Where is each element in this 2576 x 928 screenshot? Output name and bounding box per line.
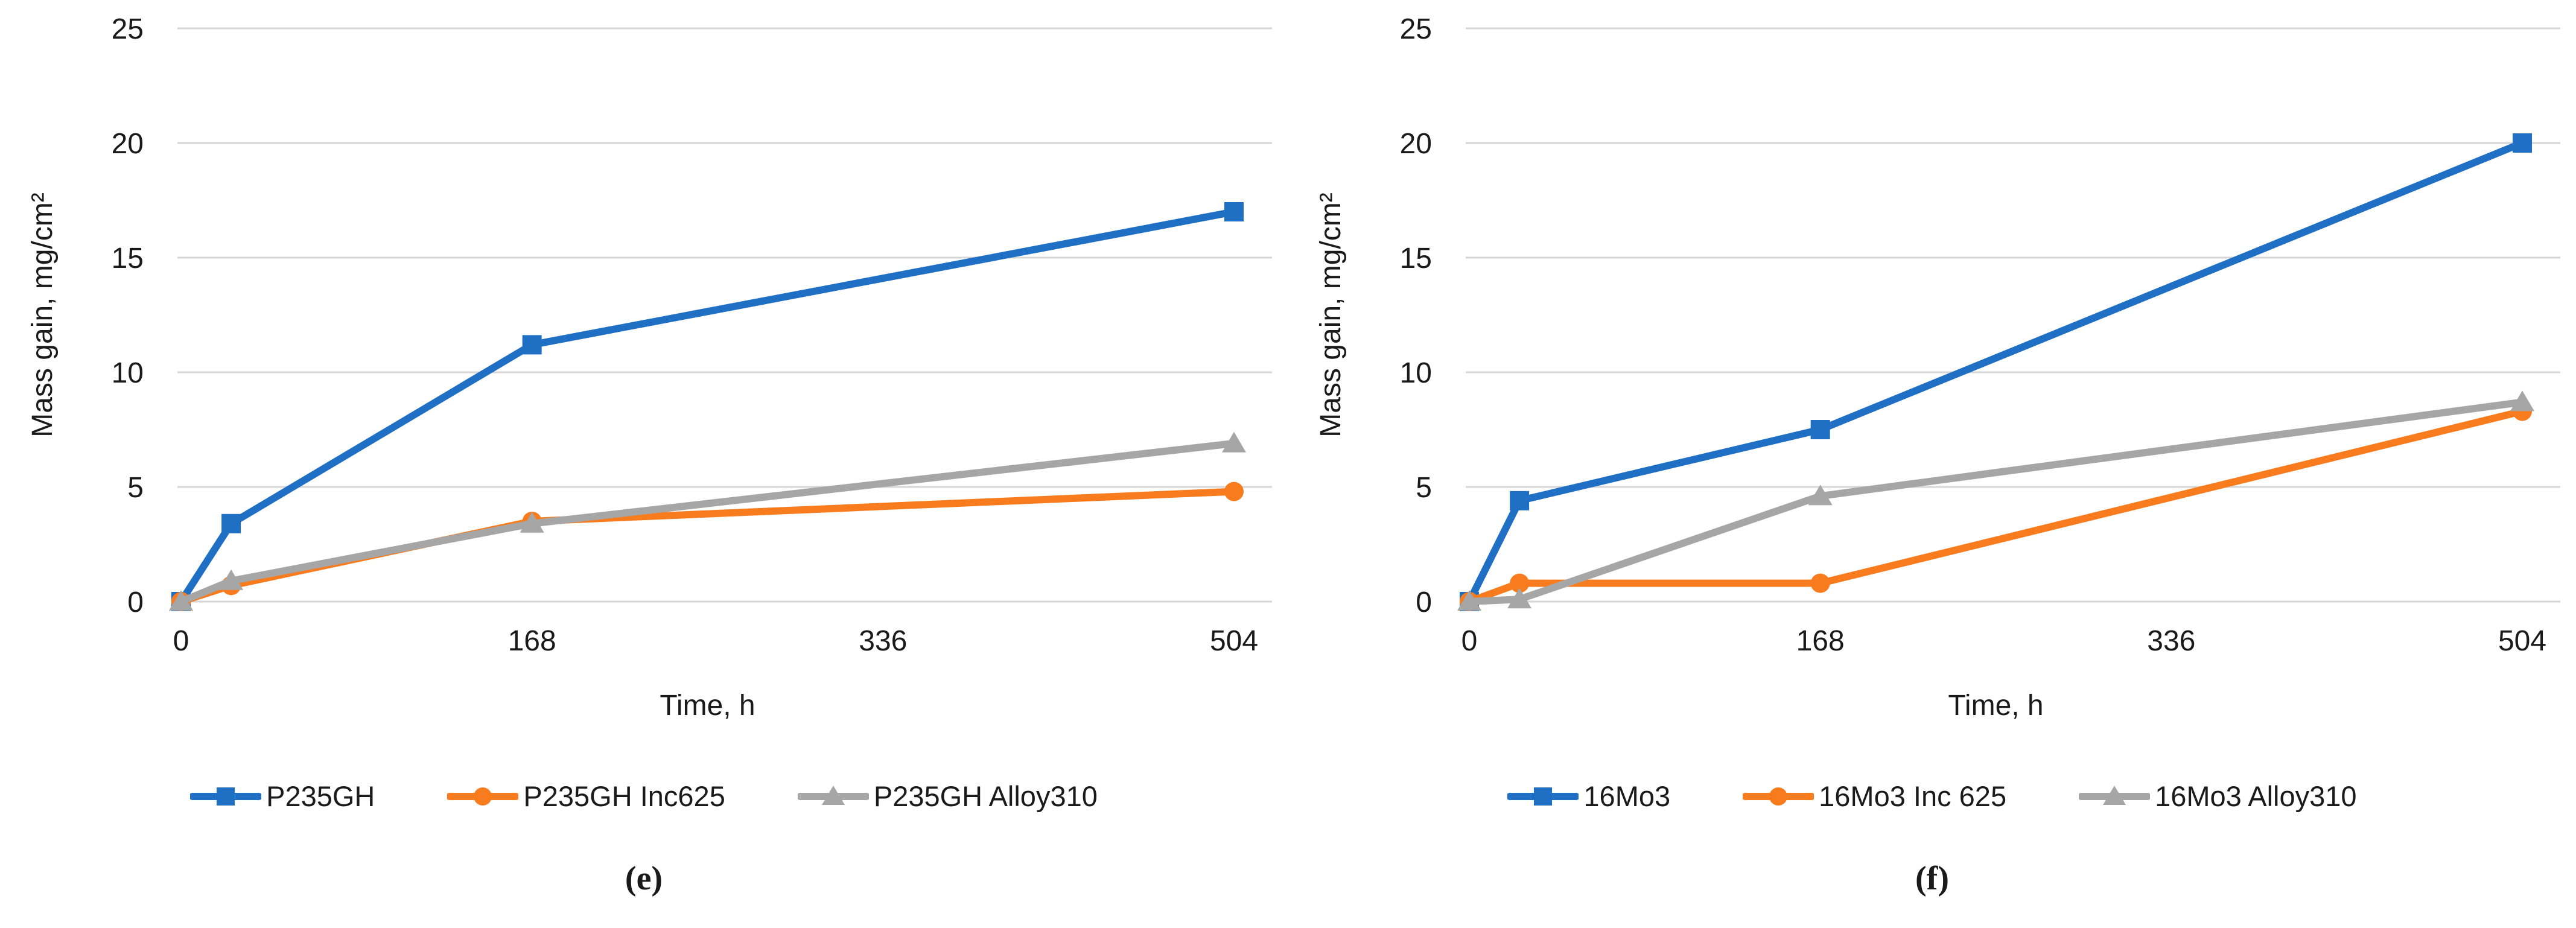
series-marker-square	[2513, 133, 2532, 153]
x-tick-label: 0	[173, 625, 189, 657]
legend-marker-circle-icon	[1743, 787, 1814, 806]
y-tick-label: 20	[1400, 128, 1432, 160]
legend-label: 16Mo3 Alloy310	[2155, 780, 2357, 812]
y-tick-label: 0	[1416, 586, 1432, 618]
series-marker-triangle	[1457, 590, 1481, 611]
y-tick-label: 15	[112, 243, 144, 275]
y-tick-label: 25	[1400, 13, 1432, 45]
caption-f: (f)	[1915, 860, 1949, 897]
series-marker-circle	[1810, 573, 1830, 593]
y-tick-label: 10	[112, 357, 144, 389]
series-marker-triangle	[821, 785, 845, 805]
series-marker-triangle	[2103, 785, 2126, 805]
x-tick-label: 504	[1210, 625, 1258, 657]
series-marker-circle	[474, 787, 492, 806]
series-marker-square	[1534, 787, 1553, 806]
legend-item-16mo3-inc625: 16Mo3 Inc 625	[1743, 780, 2006, 813]
series-marker-triangle	[1507, 588, 1532, 609]
legend-item-16mo3: 16Mo3	[1507, 780, 1670, 813]
y-tick-label: 15	[1400, 243, 1432, 275]
series-marker-circle	[1224, 481, 1244, 501]
line-chart-e: 0 5 10 15 20 25 0 168 336 504 Time, h Mass gain, mg…	[27, 13, 1272, 722]
x-tick-label: 336	[2147, 625, 2195, 657]
y-axis-title: Mass gain, mg/cm²	[1315, 192, 1347, 437]
legend-marker-circle-icon	[447, 787, 519, 806]
legend-label: P235GH Alloy310	[873, 780, 1098, 812]
legend-item-p235gh: P235GH	[190, 780, 375, 813]
legend-e: P235GH P235GH Inc625 P235GH Alloy310	[0, 780, 1288, 813]
legend-marker-triangle-icon	[2079, 785, 2151, 805]
series-marker-circle	[1769, 787, 1788, 806]
x-axis-title: Time, h	[660, 690, 755, 722]
x-axis-title: Time, h	[1948, 690, 2043, 722]
y-tick-label: 25	[112, 13, 144, 45]
legend-marker-square-icon	[1507, 787, 1579, 806]
chart-panel-f: 0 5 10 15 20 25 0 168 336 504 Time, h Mass gain, mg…	[1288, 0, 2576, 928]
legend-marker-triangle-icon	[797, 785, 869, 805]
x-tick-label: 504	[2498, 625, 2546, 657]
y-tick-label: 5	[1416, 472, 1432, 504]
series-line-16mo3-inc-625	[1466, 407, 2526, 605]
series-line-16mo3	[1466, 139, 2526, 605]
series-line-p235gh	[177, 208, 1238, 605]
legend-item-16mo3-alloy310: 16Mo3 Alloy310	[2079, 780, 2357, 813]
legend-label: 16Mo3	[1583, 780, 1671, 812]
y-tick-label: 0	[127, 586, 144, 618]
legend-f: 16Mo3 16Mo3 Inc 625 16Mo3 Alloy310	[1288, 780, 2576, 813]
series-line-p235gh-alloy310	[177, 439, 1238, 605]
legend-item-p235gh-inc625: P235GH Inc625	[447, 780, 725, 813]
series-marker-triangle	[219, 569, 244, 590]
x-tick-label: 336	[859, 625, 907, 657]
y-tick-label: 20	[112, 128, 144, 160]
legend-label: P235GH	[266, 780, 375, 812]
series-marker-triangle	[2510, 390, 2534, 412]
series-marker-square	[1510, 491, 1530, 510]
chart-panel-e: 0 5 10 15 20 25 0 168 336 504 Time, h Mass gain, mg…	[0, 13, 1288, 897]
x-tick-label: 168	[508, 625, 556, 657]
series-marker-circle	[1510, 573, 1530, 593]
legend-item-p235gh-alloy310: P235GH Alloy310	[797, 780, 1098, 813]
y-axis-title: Mass gain, mg/cm²	[27, 192, 59, 437]
y-tick-label: 5	[127, 472, 144, 504]
series-marker-square	[522, 335, 542, 355]
series-marker-triangle	[1808, 485, 1833, 506]
line-chart-f: 0 5 10 15 20 25 0 168 336 504 Time, h Mass gain, mg…	[1315, 13, 2560, 722]
series-marker-square	[221, 513, 241, 533]
legend-marker-square-icon	[190, 787, 262, 806]
legend-label: P235GH Inc625	[523, 780, 725, 812]
legend-label: 16Mo3 Inc 625	[1819, 780, 2007, 812]
series-line-16mo3-alloy310	[1466, 398, 2526, 605]
series-marker-triangle	[169, 590, 193, 611]
series-marker-square	[1810, 420, 1830, 439]
x-tick-label: 168	[1796, 625, 1845, 657]
y-tick-label: 10	[1400, 357, 1432, 389]
caption-e: (e)	[625, 860, 663, 897]
x-tick-label: 0	[1461, 625, 1478, 657]
series-line-p235gh-inc625	[177, 488, 1238, 605]
series-marker-triangle	[1222, 431, 1246, 453]
series-marker-square	[217, 787, 235, 806]
series-marker-triangle	[520, 512, 544, 533]
series-marker-square	[1224, 202, 1244, 221]
